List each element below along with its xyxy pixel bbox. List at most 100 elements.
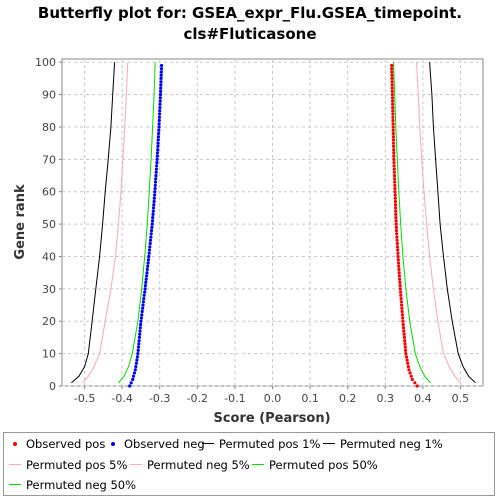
data-point [158, 96, 162, 100]
legend-symbol [9, 460, 21, 470]
data-point [391, 99, 395, 103]
data-point [401, 316, 405, 320]
data-point [401, 322, 405, 327]
data-point [143, 287, 147, 291]
data-point [140, 309, 144, 314]
data-point [398, 280, 402, 284]
y-axis-label: Gene rank [13, 184, 28, 260]
data-point [390, 96, 395, 100]
data-point [155, 154, 159, 158]
data-point [406, 361, 410, 365]
data-point [392, 174, 397, 178]
legend-label: Observed pos [26, 437, 106, 451]
data-point [153, 190, 157, 194]
data-point [397, 267, 401, 271]
y-axis: 0 10 20 30 40 50 60 70 80 90 100 [35, 56, 62, 393]
data-point [158, 106, 162, 110]
data-point [149, 232, 153, 236]
data-point [139, 316, 143, 320]
grid-lines [62, 59, 483, 387]
data-point [138, 326, 142, 330]
data-point [129, 381, 133, 385]
data-point [399, 290, 403, 294]
data-point [150, 219, 155, 223]
data-point [402, 332, 406, 336]
data-point [139, 322, 143, 327]
data-point [157, 115, 161, 119]
data-point [401, 326, 406, 330]
legend-label: Permuted neg 1% [340, 437, 443, 451]
data-point [131, 377, 135, 382]
data-point [134, 365, 138, 369]
x-axis-label: Score (Pearson) [213, 411, 330, 426]
data-point [396, 261, 401, 265]
data-point [393, 180, 397, 184]
data-point [400, 309, 404, 314]
data-point [145, 271, 149, 275]
data-point [393, 203, 398, 207]
legend-item-permuted-neg-1: Permuted neg 1% [323, 434, 443, 454]
data-point [398, 284, 402, 288]
data-point [394, 222, 398, 226]
data-point [391, 138, 396, 142]
data-point [156, 148, 160, 152]
data-point [394, 206, 398, 210]
y-tick-label: 40 [42, 251, 56, 264]
data-point [404, 355, 409, 359]
data-point [155, 151, 160, 155]
data-point [157, 118, 161, 123]
data-point [391, 112, 395, 116]
data-point [392, 161, 396, 165]
data-point [397, 264, 401, 268]
data-point [139, 319, 143, 323]
data-point [408, 371, 412, 375]
y-tick-label: 90 [42, 89, 56, 102]
legend-item-permuted-neg-5: Permuted neg 5% [130, 455, 250, 475]
legend: Observed pos Observed neg Permuted pos 1… [3, 432, 495, 496]
data-point [397, 271, 401, 275]
data-point [140, 313, 144, 317]
data-point [151, 216, 155, 220]
data-point [395, 238, 399, 242]
legend-symbol [202, 439, 214, 449]
data-point [159, 70, 163, 74]
data-point [128, 384, 132, 388]
data-point [153, 193, 157, 197]
data-point [159, 80, 163, 84]
data-point [151, 206, 156, 210]
data-point [394, 229, 399, 233]
x-tick-label: -0.1 [224, 392, 245, 405]
series-line-permuted-pos-50 [393, 62, 431, 384]
legend-item-permuted-neg-50: Permuted neg 50% [9, 475, 136, 495]
data-point [395, 232, 399, 236]
legend-item-permuted-pos-5: Permuted pos 5% [9, 455, 127, 475]
data-point [147, 254, 151, 259]
data-point [157, 122, 161, 126]
series-line-permuted-neg-1 [71, 62, 116, 384]
data-point [158, 93, 163, 97]
data-point [390, 86, 394, 90]
legend-item-observed-pos: Observed pos [9, 434, 105, 454]
data-point [390, 70, 394, 74]
y-tick-label: 30 [42, 283, 56, 296]
data-point [157, 125, 161, 129]
data-point [390, 76, 394, 80]
data-point [148, 245, 152, 249]
data-point [393, 196, 397, 200]
data-point [141, 306, 145, 310]
data-point [392, 170, 396, 174]
x-tick-label: 0.2 [339, 392, 357, 405]
data-point [159, 89, 163, 93]
x-axis: -0.5 -0.4 -0.3 -0.2 -0.1 0.0 0.1 0.2 0.3 0.4 0.5 [74, 386, 469, 405]
legend-item-permuted-pos-50: Permuted pos 50% [252, 455, 378, 475]
data-point [135, 358, 139, 362]
data-point [133, 368, 137, 372]
x-tick-label: 0.0 [264, 392, 282, 405]
data-point [156, 135, 160, 139]
data-point [390, 93, 394, 97]
data-point [159, 67, 164, 71]
data-point [148, 241, 152, 246]
data-point [150, 225, 154, 229]
data-point [159, 86, 163, 90]
data-point [146, 261, 150, 265]
